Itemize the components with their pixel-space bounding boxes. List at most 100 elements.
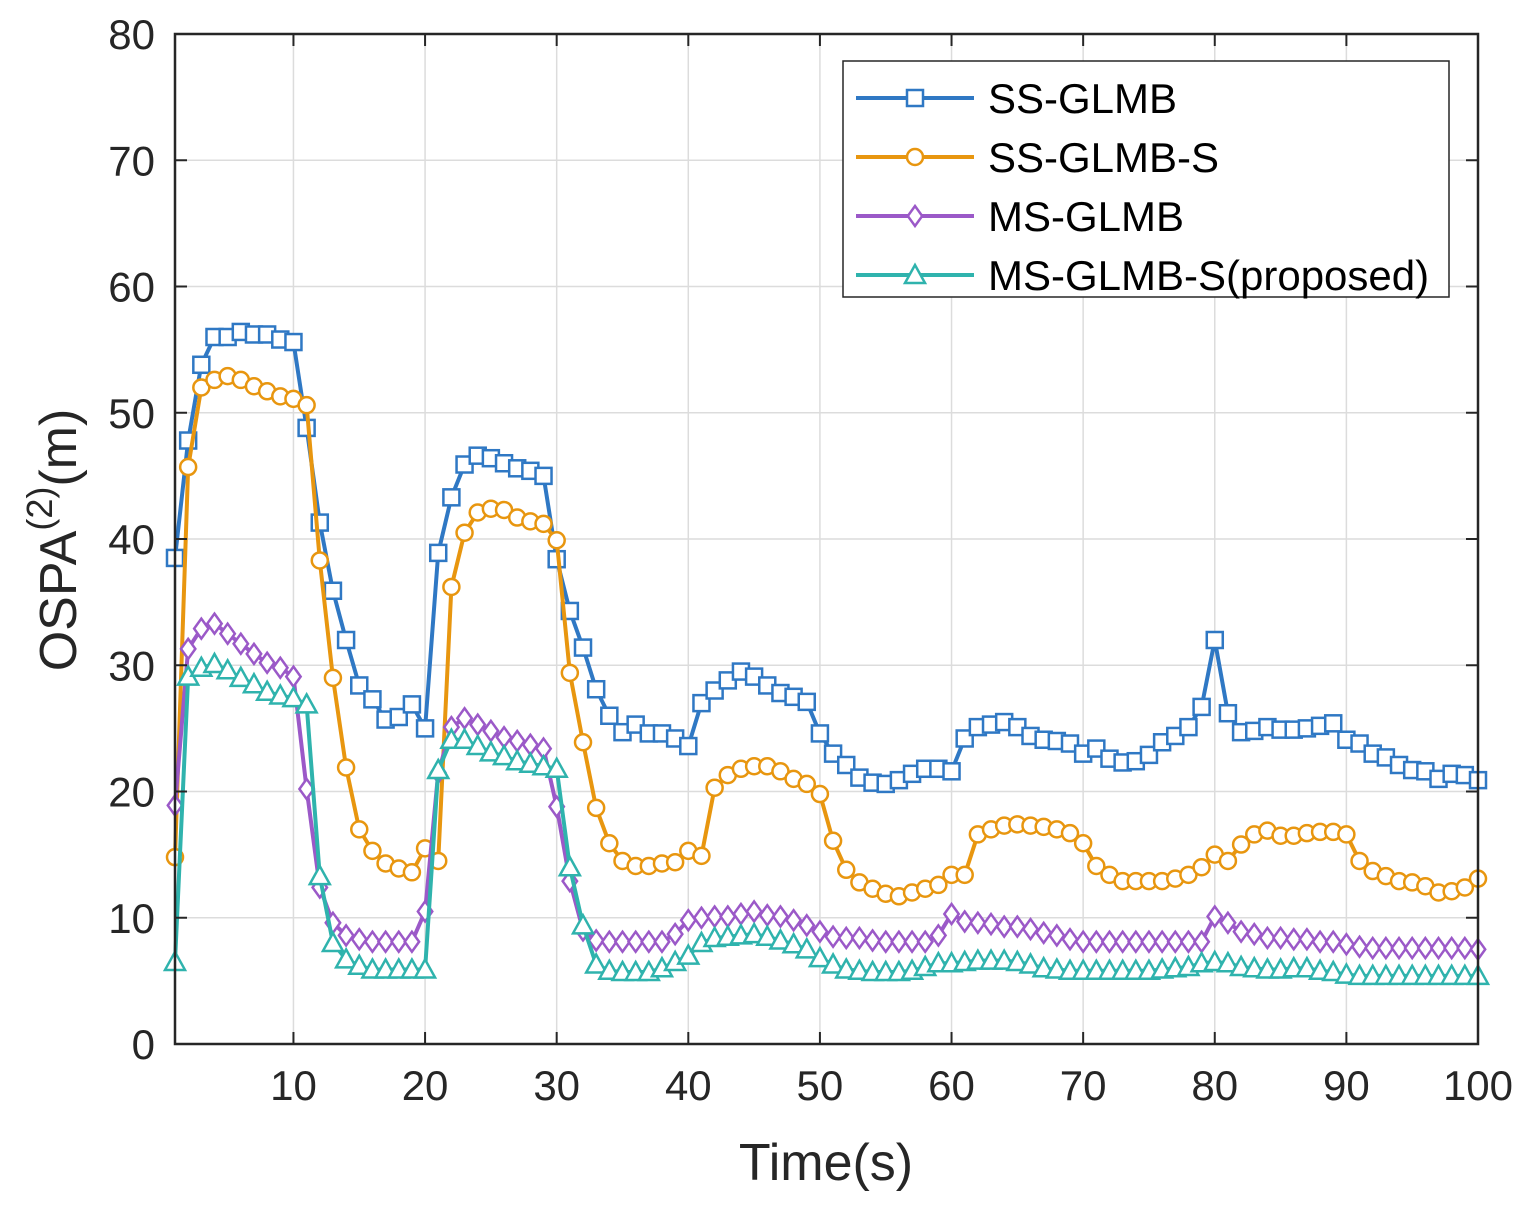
data-point-triangle	[268, 682, 293, 705]
data-point-circle	[692, 846, 711, 866]
data-point-square	[586, 679, 606, 699]
y-tick-label: 20	[108, 769, 155, 816]
data-point-circle	[836, 860, 856, 880]
data-point-diamond	[363, 929, 382, 954]
legend-item: MS-GLMB	[856, 193, 1184, 240]
legend-items: SS-GLMB SS-GLMB-S MS-GLMB MS-GLMB-S(propose…	[856, 75, 1429, 299]
legend-label: SS-GLMB-S	[988, 134, 1219, 181]
data-point-triangle	[307, 863, 332, 886]
y-tick-label: 10	[108, 895, 155, 942]
legend-label: SS-GLMB	[988, 75, 1177, 122]
data-point-square	[942, 762, 961, 781]
data-point-diamond	[1337, 932, 1356, 957]
data-point-square	[797, 692, 817, 712]
data-point-triangle	[781, 931, 806, 954]
data-point-diamond	[613, 929, 632, 954]
data-point-diamond	[218, 621, 237, 646]
x-axis-label: Time(s)	[739, 1134, 913, 1192]
data-point-square	[573, 638, 593, 657]
data-point-diamond	[1034, 920, 1053, 946]
data-point-circle	[573, 733, 593, 752]
data-point-square	[350, 676, 369, 695]
data-point-diamond	[876, 929, 895, 954]
data-point-diamond	[1087, 929, 1106, 954]
data-point-square	[336, 630, 356, 650]
data-point-diamond	[824, 924, 842, 949]
data-point-diamond	[1363, 935, 1382, 961]
data-point-square	[1323, 714, 1343, 733]
data-point-circle	[705, 778, 724, 797]
data-point-triangle	[347, 953, 372, 975]
data-point-diamond	[1403, 935, 1421, 961]
data-point-diamond	[376, 929, 395, 954]
x-tick-label: 90	[1323, 1062, 1370, 1109]
legend-swatch-marker	[905, 147, 925, 167]
data-point-triangle	[1005, 949, 1030, 972]
legend-swatch-marker	[905, 88, 925, 108]
data-point-circle	[1192, 858, 1211, 877]
data-point-square	[1192, 697, 1211, 717]
data-point-diamond	[1179, 929, 1198, 954]
data-point-triangle	[807, 945, 833, 968]
data-point-diamond	[1271, 925, 1290, 951]
data-point-diamond	[942, 901, 961, 927]
y-axis-label-group: OSPA(2)(m)	[19, 409, 88, 672]
data-point-diamond	[784, 908, 803, 933]
data-point-diamond	[192, 616, 211, 641]
data-point-diamond	[245, 641, 263, 667]
data-point-circle	[797, 774, 817, 794]
data-point-diamond	[1100, 929, 1119, 954]
data-point-diamond	[179, 636, 197, 661]
data-point-triangle	[584, 951, 609, 974]
y-axis-label-main: OSPA	[30, 530, 88, 671]
data-point-square	[363, 690, 382, 709]
x-tick-label: 70	[1060, 1062, 1107, 1109]
data-point-diamond	[903, 929, 921, 954]
data-point-diamond	[232, 631, 250, 656]
data-point-triangle	[570, 912, 596, 935]
legend-swatch-marker	[902, 262, 928, 285]
data-point-diamond	[692, 905, 711, 930]
data-point-diamond	[745, 899, 763, 924]
data-point-circle	[336, 758, 356, 777]
data-point-diamond	[1219, 910, 1237, 935]
data-point-diamond	[1206, 904, 1224, 929]
data-point-diamond	[640, 929, 658, 954]
data-point-diamond	[600, 929, 619, 954]
data-point-circle	[929, 875, 948, 895]
data-point-diamond	[1048, 923, 1066, 948]
data-point-diamond	[1113, 929, 1132, 954]
data-point-diamond	[1074, 929, 1092, 954]
data-point-diamond	[1021, 916, 1040, 942]
data-point-diamond	[390, 929, 408, 954]
data-point-circle	[1087, 856, 1106, 876]
data-point-circle	[1337, 825, 1356, 844]
data-point-triangle	[241, 671, 267, 694]
data-point-triangle	[768, 927, 793, 950]
data-point-diamond	[811, 919, 829, 944]
data-point-square	[442, 488, 461, 507]
data-point-diamond	[929, 923, 948, 948]
data-point-diamond	[1284, 927, 1303, 952]
y-axis-label-unit: (m)	[30, 409, 88, 487]
data-point-square	[402, 695, 422, 714]
y-tick-label: 40	[108, 516, 155, 563]
data-point-circle	[323, 668, 343, 688]
data-point-diamond	[837, 925, 855, 951]
data-point-diamond	[258, 650, 276, 675]
data-point-circle	[547, 531, 566, 550]
data-point-circle	[600, 834, 619, 853]
data-point-triangle	[281, 685, 306, 708]
data-point-square	[192, 355, 211, 375]
data-point-triangle	[1294, 955, 1320, 978]
data-point-diamond	[771, 904, 790, 929]
data-point-triangle	[478, 739, 504, 762]
data-point-circle	[534, 514, 553, 534]
data-point-circle	[363, 841, 382, 861]
data-point-diamond	[1442, 935, 1461, 961]
data-point-square	[600, 706, 619, 725]
data-point-diamond	[916, 929, 934, 954]
data-point-square	[323, 581, 343, 601]
data-point-diamond	[337, 923, 355, 948]
data-point-triangle	[676, 943, 701, 965]
